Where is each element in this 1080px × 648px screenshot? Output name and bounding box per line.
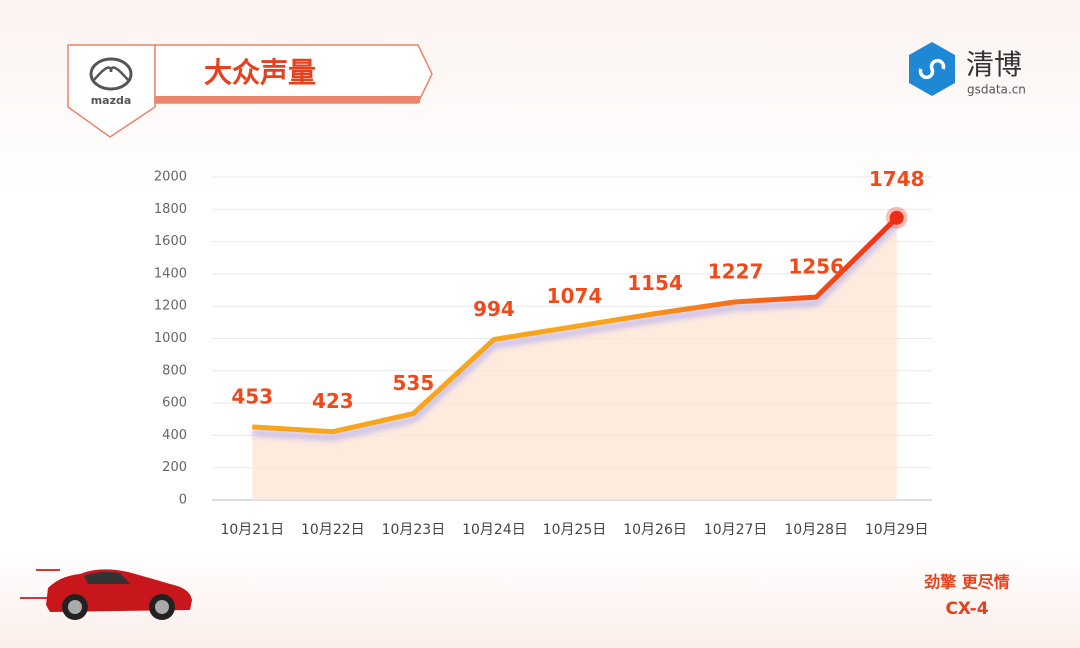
y-tick-label: 400 bbox=[162, 428, 187, 443]
brand-site: gsdata.cn bbox=[967, 83, 1026, 97]
x-tick-label: 10月27日 bbox=[704, 522, 768, 538]
x-tick-label: 10月25日 bbox=[543, 522, 607, 538]
y-tick-label: 0 bbox=[179, 493, 187, 508]
data-label: 1154 bbox=[627, 271, 683, 295]
logo-wing bbox=[93, 66, 129, 81]
title-banner bbox=[154, 44, 433, 104]
title: 大众声量 bbox=[204, 56, 316, 89]
y-tick-label: 600 bbox=[162, 396, 187, 411]
data-label: 535 bbox=[393, 371, 435, 395]
data-label: 453 bbox=[231, 384, 273, 408]
y-tick-label: 1600 bbox=[154, 234, 187, 249]
x-tick-label: 10月22日 bbox=[301, 522, 365, 538]
data-label: 1748 bbox=[869, 167, 925, 191]
logo-emblem bbox=[89, 57, 133, 91]
y-tick-label: 1800 bbox=[154, 202, 187, 217]
y-tick-label: 1000 bbox=[154, 331, 187, 346]
logo-text: mazda bbox=[91, 94, 132, 107]
data-label: 1256 bbox=[788, 255, 844, 279]
y-tick-label: 200 bbox=[162, 460, 187, 475]
data-label: 1227 bbox=[708, 259, 764, 283]
data-label: 423 bbox=[312, 389, 354, 413]
x-tick-label: 10月26日 bbox=[623, 522, 687, 538]
x-tick-label: 10月29日 bbox=[865, 522, 929, 538]
x-tick-label: 10月21日 bbox=[220, 522, 284, 538]
data-label: 994 bbox=[473, 297, 515, 321]
data-label: 1074 bbox=[547, 284, 603, 308]
model-name: CX-4 bbox=[945, 599, 988, 619]
brand-name: 清博 bbox=[966, 48, 1022, 81]
logo-badge bbox=[67, 44, 156, 138]
x-tick-label: 10月24日 bbox=[462, 522, 526, 538]
end-marker bbox=[889, 210, 904, 225]
brand-logo-mark bbox=[918, 58, 946, 80]
y-tick-label: 2000 bbox=[154, 170, 187, 185]
y-tick-label: 1200 bbox=[154, 299, 187, 314]
plot: 0 200 400 600 800 1000 1200 1400 1600 1800 2000 10月… bbox=[154, 167, 932, 538]
y-tick-label: 800 bbox=[162, 363, 187, 378]
y-tick-label: 1400 bbox=[154, 266, 187, 281]
line bbox=[252, 215, 899, 435]
tagline: 劲擎 更尽情 bbox=[924, 573, 1010, 592]
x-tick-label: 10月23日 bbox=[382, 522, 446, 538]
area bbox=[252, 217, 897, 500]
title-underline bbox=[155, 96, 420, 103]
car-illustration bbox=[20, 569, 192, 620]
x-tick-label: 10月28日 bbox=[784, 522, 848, 538]
line-shadow bbox=[252, 221, 899, 441]
